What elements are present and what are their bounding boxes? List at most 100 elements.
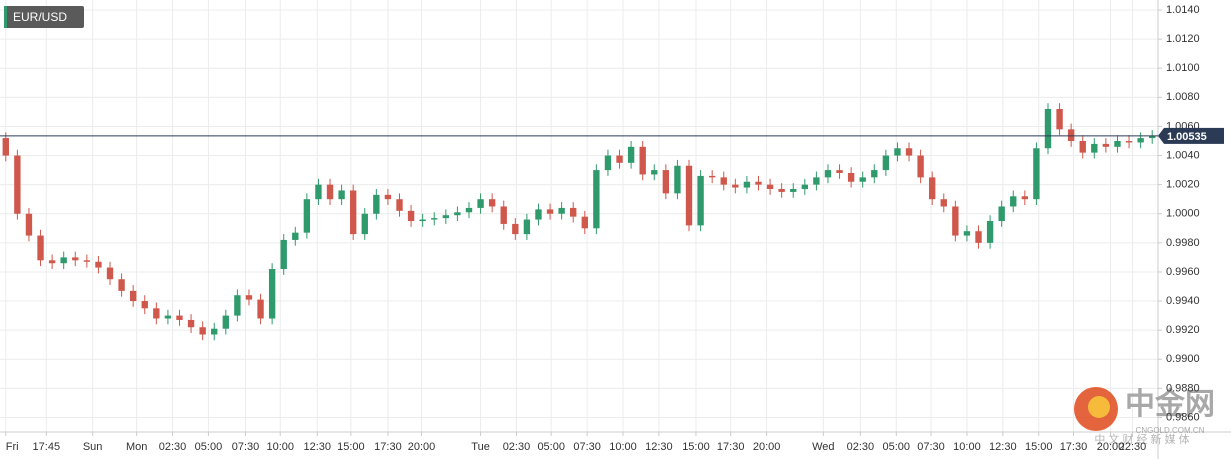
candle-body bbox=[1021, 196, 1029, 200]
x-tick-label: 20:00 bbox=[753, 441, 781, 453]
candle-body bbox=[1102, 143, 1110, 147]
last-price-label: 1.00535 bbox=[1167, 131, 1207, 143]
x-tick-label: 10:00 bbox=[266, 441, 294, 453]
candle-body bbox=[651, 170, 658, 175]
candle-body bbox=[975, 231, 982, 243]
y-tick-label: 1.0080 bbox=[1166, 91, 1200, 103]
candle-body bbox=[315, 184, 322, 200]
x-tick-label: 17:30 bbox=[1060, 441, 1088, 453]
candle-body bbox=[37, 235, 44, 261]
y-tick-label: 0.9960 bbox=[1166, 266, 1200, 278]
candle-body bbox=[95, 261, 102, 268]
candle-body bbox=[720, 177, 727, 185]
candle-body bbox=[129, 290, 137, 302]
x-tick-label: 17:30 bbox=[374, 441, 402, 453]
candle-body bbox=[940, 199, 947, 207]
x-tick-label: Wed bbox=[812, 441, 834, 453]
watermark-brand: 中金网 bbox=[1125, 387, 1215, 421]
candle-body bbox=[153, 308, 160, 319]
x-tick-label: 17:30 bbox=[717, 441, 745, 453]
candle-body bbox=[952, 206, 959, 236]
x-tick-label: 17:45 bbox=[33, 441, 61, 453]
y-tick-label: 0.9940 bbox=[1166, 295, 1200, 307]
candle-body bbox=[431, 218, 438, 220]
candle-body bbox=[1033, 148, 1040, 200]
candle-body bbox=[732, 184, 739, 188]
candles bbox=[2, 103, 1156, 341]
candle-body bbox=[1079, 140, 1086, 153]
candle-body bbox=[616, 155, 623, 163]
candle-body bbox=[384, 194, 392, 200]
candle-body bbox=[546, 209, 554, 214]
x-tick-label: Tue bbox=[471, 441, 490, 453]
x-tick-label: Sun bbox=[83, 441, 103, 453]
x-tick-label: 10:00 bbox=[609, 441, 637, 453]
candle-body bbox=[593, 170, 600, 229]
candle-body bbox=[905, 148, 913, 156]
y-tick-label: 0.9920 bbox=[1166, 324, 1200, 336]
y-tick-label: 1.0060 bbox=[1166, 120, 1200, 132]
candle-body bbox=[1125, 140, 1133, 143]
candle-body bbox=[465, 207, 473, 213]
candle-body bbox=[176, 315, 183, 320]
y-tick-label: 1.0040 bbox=[1166, 149, 1200, 161]
candle-body bbox=[581, 216, 588, 229]
candle-body bbox=[396, 199, 403, 211]
symbol-badge: EUR/USD bbox=[4, 6, 84, 28]
y-tick-label: 0.9900 bbox=[1166, 353, 1200, 365]
symbol-accent bbox=[4, 6, 7, 28]
candle-body bbox=[500, 206, 507, 224]
last-price-pointer bbox=[1158, 127, 1164, 144]
candle-body bbox=[929, 177, 936, 200]
candle-body bbox=[106, 267, 114, 280]
x-tick-label: 02:30 bbox=[159, 441, 187, 453]
candle-body bbox=[268, 269, 276, 319]
x-tick-label: Mon bbox=[126, 441, 147, 453]
candle-body bbox=[674, 165, 681, 194]
candle-body bbox=[14, 155, 21, 214]
candle-body bbox=[743, 181, 751, 188]
candle-body bbox=[2, 138, 9, 156]
candle-body bbox=[639, 146, 646, 175]
candle-body bbox=[697, 175, 704, 226]
candle-body bbox=[986, 221, 994, 243]
x-tick-label: 12:30 bbox=[304, 441, 332, 453]
candle-body bbox=[187, 319, 195, 328]
candle-body bbox=[199, 327, 206, 335]
y-tick-label: 1.0120 bbox=[1166, 33, 1200, 45]
x-tick-label: 02:30 bbox=[847, 441, 875, 453]
symbol-box bbox=[4, 6, 84, 28]
candle-body bbox=[627, 146, 635, 163]
logo bbox=[1088, 396, 1110, 418]
candle-body bbox=[245, 295, 253, 300]
candle-body bbox=[755, 181, 762, 185]
candle-body bbox=[1091, 143, 1098, 153]
candle-body bbox=[604, 155, 612, 171]
candle-body bbox=[477, 199, 484, 208]
candle-body bbox=[766, 184, 774, 190]
candle-body bbox=[685, 165, 693, 226]
candle-body bbox=[1010, 196, 1017, 207]
candle-body bbox=[326, 184, 334, 200]
y-tick-label: 1.0140 bbox=[1166, 4, 1200, 16]
candle-body bbox=[141, 301, 148, 309]
candle-body bbox=[373, 194, 380, 214]
candle-body bbox=[164, 315, 172, 319]
candle-body bbox=[847, 173, 855, 182]
candle-body bbox=[25, 213, 33, 236]
candle-body bbox=[350, 190, 357, 235]
symbol: EUR/USD bbox=[13, 10, 67, 24]
candle-body bbox=[662, 170, 670, 194]
candle-body bbox=[963, 231, 971, 236]
x-tick-label: 07:30 bbox=[573, 441, 601, 453]
watermark: 中金网 CNGOLD.COM.CN 中 文 财 经 新 媒 体 bbox=[1074, 387, 1215, 446]
candle-body bbox=[998, 206, 1005, 222]
candle-body bbox=[523, 219, 531, 235]
candle-body bbox=[338, 190, 345, 200]
candle-body bbox=[535, 209, 542, 220]
y-tick-label: 1.0000 bbox=[1166, 208, 1200, 220]
candle-body bbox=[824, 170, 832, 178]
last-price-box bbox=[1164, 127, 1224, 144]
x-tick-label: 05:00 bbox=[537, 441, 565, 453]
